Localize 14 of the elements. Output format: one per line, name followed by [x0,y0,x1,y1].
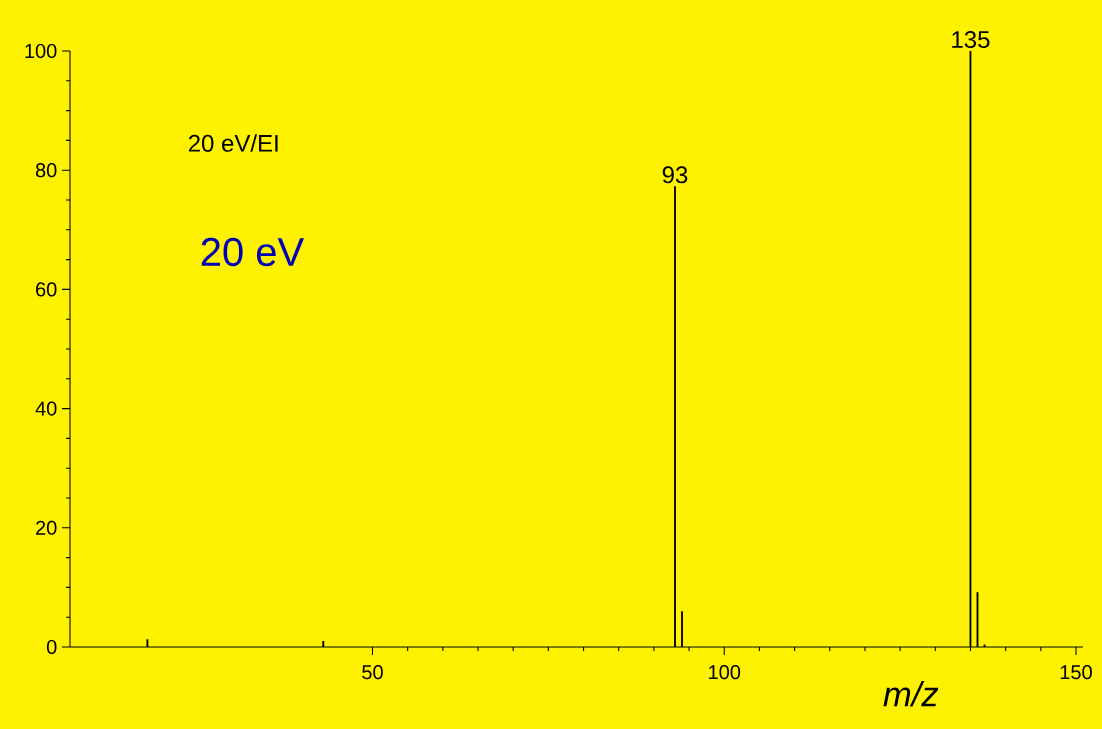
x-tick-label: 100 [709,665,741,680]
y-tick-label: 80 [35,163,57,178]
annotation: 135 [952,31,990,49]
annotation: 20 eV/EI [188,134,278,152]
x-tick-label: 150 [1060,665,1092,680]
annotation: 93 [662,166,688,184]
y-tick-label: 100 [25,43,57,59]
x-axis-title: m/z [883,681,939,707]
y-tick-label: 0 [46,639,57,655]
y-tick-label: 20 [36,520,57,535]
y-tick-label: 60 [36,282,57,297]
x-tick-label: 50 [362,665,383,680]
y-tick-label: 40 [35,401,57,416]
annotation: 20 eV [201,237,305,267]
